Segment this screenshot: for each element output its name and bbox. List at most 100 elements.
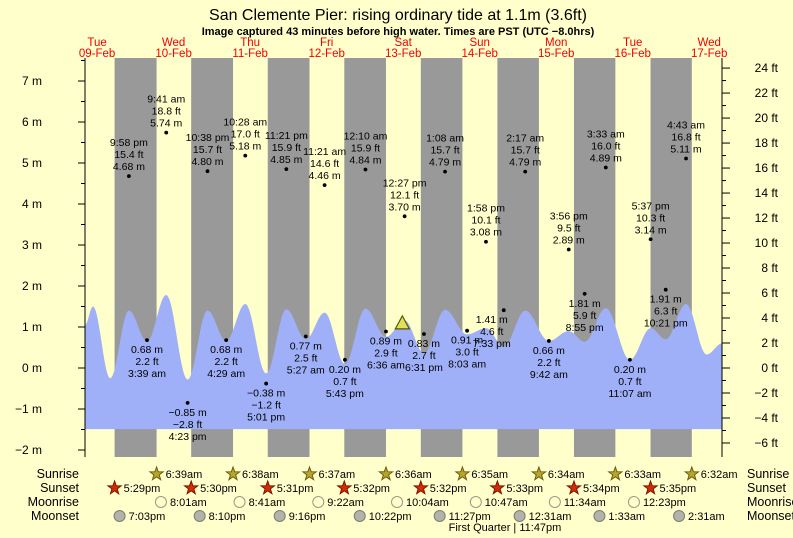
tide-annotation-line: 0.20 m	[614, 364, 646, 376]
tide-annotation-line: 10.1 ft	[471, 215, 500, 227]
tide-point-dot	[164, 130, 169, 135]
right-axis-label: −6 ft	[754, 436, 778, 450]
moonset-circle-icon	[353, 510, 366, 522]
astro-row-label-right: Moonrise	[747, 495, 793, 509]
tide-annotation-low: 1.41 m4.6 ft7:33 pm	[473, 308, 511, 350]
tide-annotation-line: 3.0 ft	[455, 347, 478, 359]
sunrise-time: 6:32am	[701, 469, 738, 481]
tide-point-dot	[443, 169, 447, 174]
day-weekday-label: Sun	[469, 37, 489, 49]
tide-annotation-line: 10:21 pm	[644, 318, 688, 330]
day-weekday-label: Tue	[623, 37, 642, 49]
day-date-label: 15-Feb	[538, 48, 574, 60]
day-date-label: 11-Feb	[232, 48, 268, 60]
tide-annotation-line: −1.2 ft	[251, 400, 281, 412]
tide-annotation-line: 4:43 am	[667, 119, 705, 131]
sunset-star-icon	[412, 479, 429, 495]
tide-annotation-low: 0.20 m0.7 ft5:43 pm	[326, 357, 364, 400]
tide-point-dot	[663, 287, 668, 292]
tide-point-dot	[384, 329, 388, 334]
moonset-time: 12:31am	[529, 511, 572, 523]
sun-moon-rows: Sunrise Sunrise 6:39am 6:38am 6:37am 6:36am 6:…	[28, 465, 793, 534]
day-weekday-label: Wed	[162, 37, 185, 49]
right-axis-label: 20 ft	[755, 111, 779, 125]
day-date-label: 16-Feb	[615, 48, 651, 60]
tide-annotation-line: −0.38 m	[247, 388, 285, 400]
tide-annotation-line: 10.3 ft	[636, 212, 665, 224]
tide-annotation-line: 5.74 m	[150, 118, 182, 130]
tide-annotation-line: 0.89 m	[370, 336, 402, 348]
tide-curve-area	[85, 295, 722, 430]
tide-annotation-line: 2.89 m	[553, 235, 585, 247]
right-axis-label: 16 ft	[755, 161, 779, 175]
left-axis-label: −2 m	[15, 443, 42, 457]
moonrise-circle-icon	[391, 496, 404, 508]
tide-annotation-line: 15.4 ft	[114, 149, 143, 161]
moonset-time: 2:31am	[688, 511, 725, 523]
sunset-time: 5:32pm	[353, 483, 390, 495]
tide-point-dot	[127, 174, 131, 179]
moonrise-time: 10:04am	[406, 497, 449, 509]
right-axis-label: 14 ft	[755, 186, 779, 200]
sunrise-star-icon	[683, 465, 700, 481]
tide-annotation-line: 2:17 am	[506, 133, 544, 145]
tide-annotation-low: 0.91 m3.0 ft8:03 am	[448, 328, 486, 371]
tide-annotation-line: 0.7 ft	[618, 376, 641, 388]
tide-annotation-line: 2.2 ft	[135, 356, 158, 368]
tide-point-dot	[501, 308, 506, 313]
day-weekday-label: Thu	[240, 37, 260, 49]
tide-point-dot	[648, 237, 653, 242]
moonset-time: 11:27pm	[449, 511, 491, 523]
moonrise-circle-icon	[154, 496, 167, 508]
tide-point-dot	[322, 183, 327, 188]
tide-annotation-line: 0.66 m	[533, 345, 565, 357]
tide-annotation-line: 0.7 ft	[333, 376, 356, 388]
moonset-circle-icon	[193, 510, 206, 522]
moonset-circle-icon	[593, 510, 606, 522]
moon-phase-label: First Quarter | 11:47pm	[449, 522, 562, 534]
moonset-circle-icon	[273, 510, 286, 522]
tide-point-dot	[484, 239, 488, 244]
right-axis-label: 0 ft	[761, 361, 778, 375]
tide-annotation-line: 5.9 ft	[573, 310, 596, 322]
left-axis-label: 0 m	[22, 361, 42, 375]
tide-annotation-line: 1.81 m	[569, 298, 601, 310]
tide-point-dot	[566, 247, 571, 252]
tide-point-dot	[465, 328, 470, 333]
tide-annotation-line: 15.9 ft	[351, 143, 380, 155]
tide-annotation-line: 3:33 am	[587, 129, 625, 141]
moonrise-time: 10:47am	[485, 497, 528, 509]
moonrise-time: 8:01am	[170, 497, 207, 509]
sunset-star-icon	[183, 479, 200, 495]
tide-annotation-line: 1.41 m	[476, 314, 508, 326]
tide-annotation-line: −2.8 ft	[173, 419, 203, 431]
tide-annotation-line: 2.7 ft	[412, 350, 435, 362]
sunrise-time: 6:35am	[471, 469, 508, 481]
tide-annotation-line: 5:43 pm	[326, 388, 364, 400]
tide-annotation-line: 3.14 m	[635, 224, 667, 236]
tide-annotation-line: 0.68 m	[210, 344, 242, 356]
day-labels: Tue09-FebWed10-FebThu11-FebFri12-FebSat1…	[79, 37, 728, 60]
tide-annotation-line: 11:07 am	[608, 388, 651, 400]
tide-annotation-line: 5:37 pm	[632, 200, 670, 212]
right-axis-label: −4 ft	[754, 411, 778, 425]
left-axis-label: −1 m	[15, 402, 42, 416]
tide-point-dot	[684, 156, 688, 161]
tide-point-dot	[546, 339, 551, 343]
sunrise-time: 6:36am	[395, 469, 432, 481]
day-date-label: 13-Feb	[385, 48, 421, 60]
moonrise-circle-icon	[312, 496, 325, 508]
tide-annotation-line: 12:10 am	[344, 131, 388, 143]
sunrise-star-icon	[224, 465, 242, 481]
tide-annotation-line: 16.8 ft	[671, 131, 700, 143]
sunrise-time: 6:34am	[548, 469, 585, 481]
tide-point-dot	[303, 334, 308, 339]
tide-annotation-line: 0.77 m	[290, 340, 322, 352]
left-axis-label: 6 m	[22, 115, 42, 129]
sunrise-time: 6:39am	[166, 469, 203, 481]
sunset-time: 5:33pm	[506, 483, 543, 495]
astro-row-label-right: Moonset	[747, 509, 793, 523]
